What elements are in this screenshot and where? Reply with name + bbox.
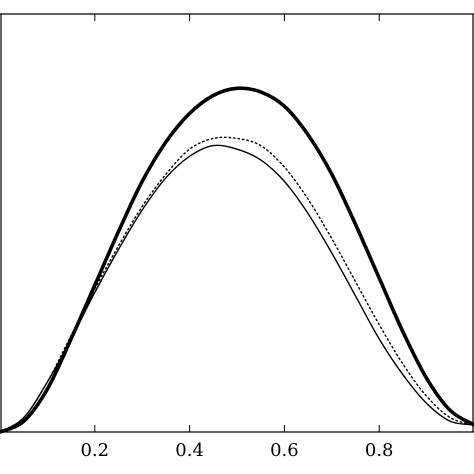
x-tick-label: 0.6 [270, 440, 299, 461]
series-line-thick-solid [0, 86, 474, 434]
x-tick-label: 0.2 [80, 440, 109, 461]
plot-frame [0, 13, 474, 433]
series-layer [0, 86, 474, 434]
x-tick-label: 0.8 [365, 440, 394, 461]
x-tick-label: 0.4 [175, 440, 204, 461]
series-line-thin-solid [0, 144, 474, 433]
axis-ticks: 0.2 0.4 0.6 0.8 [80, 14, 394, 461]
